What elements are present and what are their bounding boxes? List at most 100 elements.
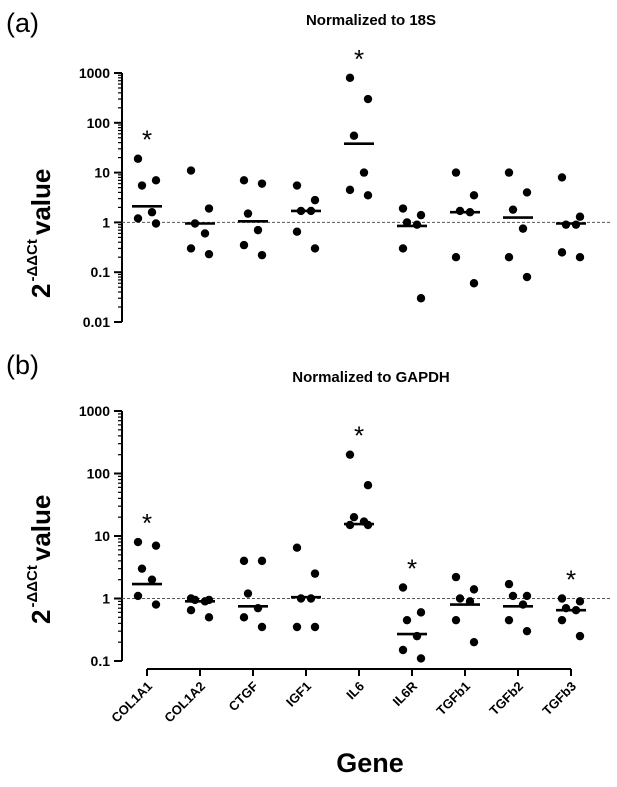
panel-b-x-tick-label-il6r: IL6R <box>390 678 421 709</box>
panel-a-point-il6r <box>398 244 408 253</box>
panel-a-point-il6 <box>363 191 373 200</box>
panel-b-significance-il6: * <box>354 421 364 451</box>
panel-a-label: (a) <box>6 8 39 38</box>
panel-b-significance-tgfb3: * <box>566 565 576 595</box>
panel-b-point-igf1 <box>292 622 302 632</box>
panel-b-point-col1a1 <box>147 575 157 584</box>
panel-a-point-col1a1 <box>151 219 161 228</box>
panel-a-point-col1a2 <box>186 244 196 253</box>
panel-a-title: Normalized to 18S <box>305 12 437 29</box>
panel-b-point-il6r <box>416 654 426 663</box>
panel-b-y-tick-label: 0.1 <box>91 653 111 669</box>
panel-b-point-ctgf <box>257 556 267 566</box>
panel-b-point-col1a1 <box>137 564 147 573</box>
panel-a-point-col1a1 <box>133 214 143 223</box>
panel-b-point-tgfb2 <box>508 591 518 601</box>
panel-a-point-col1a1 <box>133 154 143 163</box>
panel-a-point-igf1 <box>310 195 320 205</box>
panel-b-point-igf1 <box>310 569 320 578</box>
panel-a-point-col1a1 <box>137 181 147 190</box>
panel-b-x-tick-label-il6: IL6 <box>343 679 367 703</box>
panel-a-point-tgfb1 <box>469 191 479 200</box>
panel-b-point-igf1 <box>292 543 302 552</box>
panel-a-point-igf1 <box>292 227 302 236</box>
panel-a-point-il6r <box>416 294 426 303</box>
panel-a-y-tick-label: 0.01 <box>83 314 110 330</box>
panel-b-ylabel-word: value <box>26 494 56 562</box>
panel-a-point-tgfb2 <box>518 224 528 233</box>
panel-b-point-igf1 <box>296 594 306 603</box>
x-axis-title: Gene <box>336 748 404 778</box>
panel-a-point-tgfb3 <box>575 253 585 262</box>
panel-a-point-col1a2 <box>204 249 214 259</box>
panel-a-point-il6r <box>416 210 426 220</box>
panel-a-point-tgfb1 <box>455 206 465 216</box>
panel-a-point-il6 <box>345 73 355 83</box>
panel-a-point-il6 <box>349 131 359 140</box>
panel-a-point-tgfb3 <box>557 248 567 257</box>
panel-a-point-igf1 <box>292 181 302 190</box>
panel-b-point-ctgf <box>239 556 249 566</box>
panel-b-point-il6r <box>398 645 408 655</box>
panel-a-y-tick-label: 0.1 <box>91 264 111 280</box>
panel-a-point-tgfb3 <box>575 212 585 221</box>
panel-b-point-col1a2 <box>204 613 214 622</box>
panel-b-point-tgfb3 <box>557 594 567 603</box>
panel-b-ylabel: 2-ΔΔCt value <box>24 494 57 624</box>
panel-b-ylabel-base: 2 <box>26 609 56 624</box>
panel-b-point-il6r <box>402 615 412 625</box>
panel-a-y-tick-label: 10 <box>94 165 110 181</box>
panel-a-ylabel: 2-ΔΔCt value <box>24 169 57 298</box>
panel-a-point-ctgf <box>257 250 267 260</box>
panel-b-point-tgfb1 <box>469 637 479 647</box>
panel-a-point-tgfb3 <box>557 173 567 182</box>
panel-b-point-tgfb1 <box>469 585 479 594</box>
panel-b-point-tgfb1 <box>451 615 461 625</box>
panel-b-label: (b) <box>6 350 39 380</box>
panel-b-point-il6 <box>349 512 359 522</box>
panel-b-x-tick-label-col1a1: COL1A1 <box>108 679 155 726</box>
panel-b-x-tick-label-igf1: IGF1 <box>283 679 314 710</box>
panel-a-point-ctgf <box>239 240 249 250</box>
panel-a-point-tgfb1 <box>469 279 479 288</box>
panel-b-point-col1a2 <box>190 595 200 605</box>
panel-b-point-tgfb2 <box>504 579 514 589</box>
panel-b-point-col1a2 <box>186 605 196 615</box>
panel-b-point-tgfb1 <box>451 572 461 582</box>
panel-a-point-il6 <box>359 168 369 177</box>
panel-b-x-tick-label-tgfb2: TGFb2 <box>486 679 526 719</box>
panel-b-point-tgfb2 <box>522 626 532 636</box>
panel-b-point-col1a1 <box>133 537 143 547</box>
panel-a-ylabel-base: 2 <box>26 283 56 298</box>
panel-b-x-tick-label-ctgf: CTGF <box>225 678 261 714</box>
panel-a-point-tgfb2 <box>508 205 518 214</box>
panel-b-y-tick-label: 1 <box>102 591 110 607</box>
panel-b-point-igf1 <box>306 594 316 603</box>
panel-b-x-tick-label-tgfb1: TGFb1 <box>433 679 473 719</box>
panel-b-point-tgfb3 <box>575 631 585 641</box>
panel-b-y-tick-label: 1000 <box>79 403 110 419</box>
panel-b-significance-il6r: * <box>407 553 417 583</box>
panel-b-point-il6 <box>363 480 373 490</box>
panel-a-point-tgfb1 <box>451 168 461 177</box>
panel-a-significance-il6: * <box>354 44 364 74</box>
panel-b-x-tick-label-tgfb3: TGFb3 <box>539 679 579 719</box>
panel-b-significance-col1a1: * <box>142 508 152 538</box>
panel-a-point-tgfb2 <box>522 272 532 282</box>
panel-b-ylabel-exponent: -ΔΔCt <box>24 565 41 608</box>
panel-b-y-tick-label: 100 <box>87 466 111 482</box>
panel-a-point-tgfb1 <box>451 253 461 262</box>
panel-a-ylabel-exponent: -ΔΔCt <box>24 239 41 282</box>
panel-a-point-il6 <box>363 94 373 104</box>
panel-b-point-col1a1 <box>151 600 161 609</box>
panel-a-point-col1a1 <box>147 208 157 217</box>
panel-a-point-ctgf <box>243 209 253 218</box>
panel-b-point-igf1 <box>310 622 320 632</box>
panel-a-point-igf1 <box>310 244 320 253</box>
panel-b-point-il6r <box>416 608 426 617</box>
panel-a-point-ctgf <box>253 225 263 235</box>
panel-b-point-tgfb2 <box>522 591 532 601</box>
panel-a-point-tgfb2 <box>522 188 532 197</box>
